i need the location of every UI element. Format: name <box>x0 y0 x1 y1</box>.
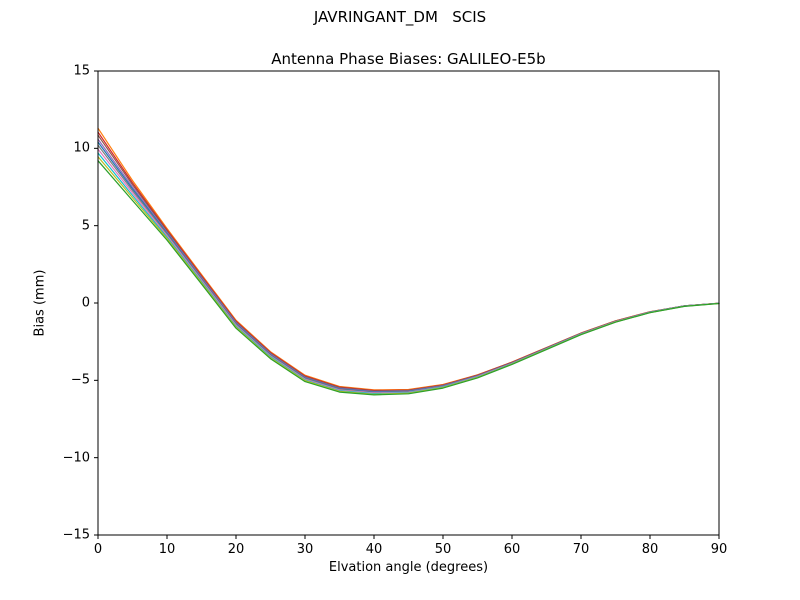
x-tick-label: 0 <box>93 542 103 557</box>
y-tick-label: 5 <box>81 218 90 234</box>
x-tick-label: 80 <box>641 542 659 557</box>
figure-title: JAVRINGANT_DM SCIS <box>313 8 487 26</box>
x-axis-label: Elvation angle (degrees) <box>328 560 489 575</box>
x-tick-label: 20 <box>227 542 245 557</box>
series-line-series-1 <box>97 127 720 391</box>
axes-title: Antenna Phase Biases: GALILEO-E5b <box>271 50 546 68</box>
series-line-series-9 <box>97 156 720 395</box>
x-tick-label: 30 <box>296 542 314 557</box>
y-tick-label: 0 <box>81 295 90 311</box>
x-tick-label: 70 <box>572 542 590 557</box>
x-tick-label: 60 <box>503 542 521 557</box>
series-line-series-2 <box>97 131 720 392</box>
series-line-series-8 <box>97 152 720 395</box>
y-tick-label: 10 <box>73 140 90 156</box>
x-tick-label: 10 <box>158 542 176 557</box>
y-tick-label: −10 <box>62 450 90 466</box>
x-tick-label: 40 <box>365 542 383 557</box>
y-tick-label: −15 <box>62 527 90 543</box>
y-tick-label: −5 <box>70 372 90 388</box>
axes-spines <box>97 70 720 536</box>
x-tick-label: 50 <box>434 542 452 557</box>
y-tick-label: 15 <box>73 63 90 79</box>
x-tick-label: 90 <box>710 542 728 557</box>
series-line-series-10 <box>97 160 720 396</box>
